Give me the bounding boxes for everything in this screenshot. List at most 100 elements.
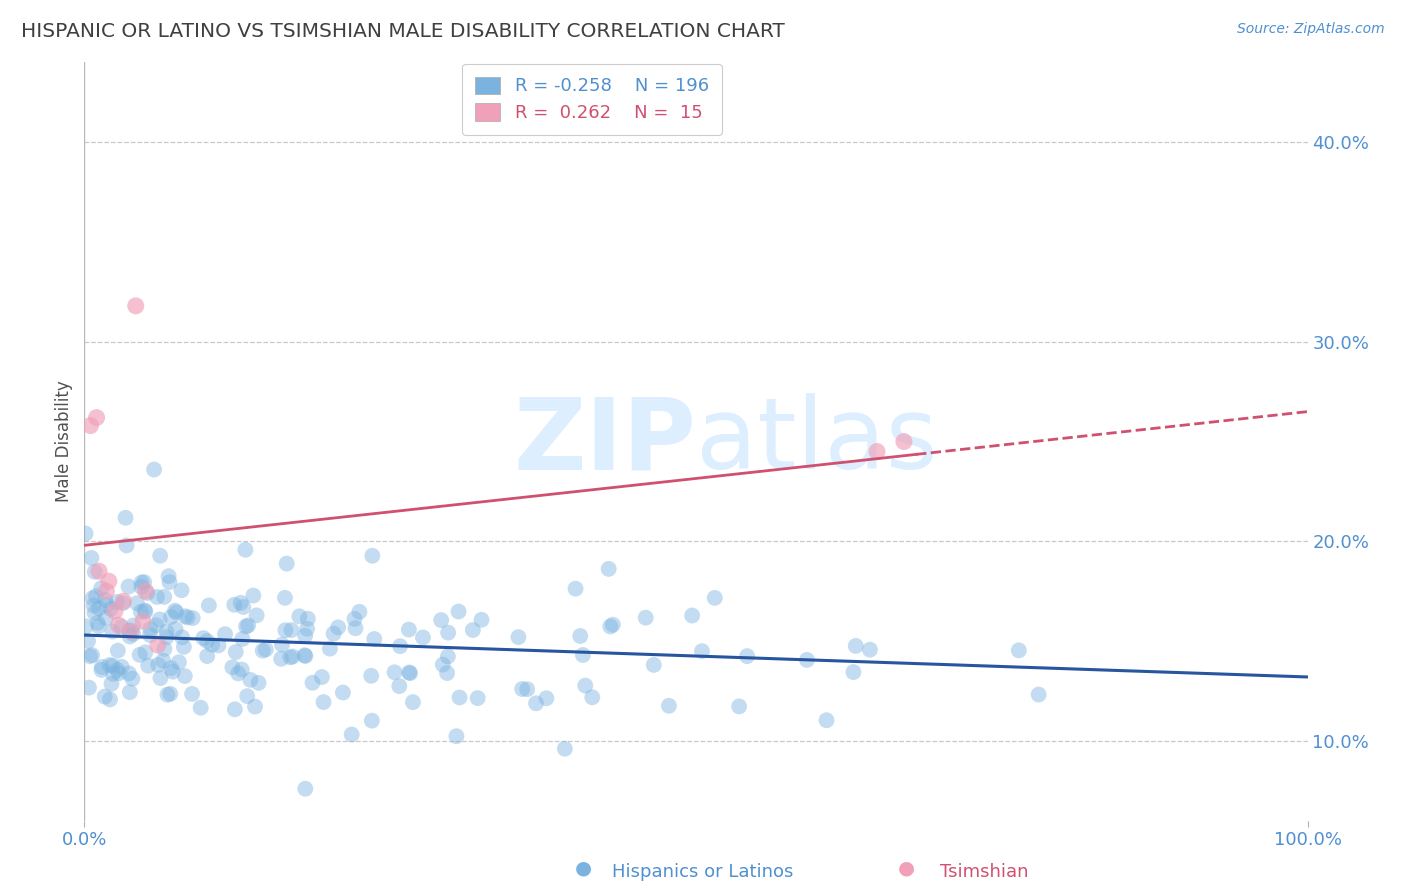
- Point: [301, 675, 323, 690]
- Point: [145, 618, 167, 632]
- Point: [599, 619, 621, 633]
- Point: [239, 673, 262, 687]
- Point: [174, 609, 197, 624]
- Point: [437, 649, 460, 664]
- Point: [344, 621, 367, 635]
- Point: [252, 643, 274, 657]
- Point: [207, 638, 229, 652]
- Point: [536, 691, 558, 706]
- Point: [125, 299, 148, 313]
- Point: [100, 602, 122, 616]
- Point: [254, 642, 277, 657]
- Point: [332, 685, 354, 699]
- Point: [134, 645, 156, 659]
- Point: [149, 612, 172, 626]
- Point: [117, 580, 139, 594]
- Point: [84, 589, 107, 603]
- Point: [160, 661, 183, 675]
- Point: [508, 630, 530, 644]
- Point: [221, 660, 243, 674]
- Point: [146, 590, 169, 604]
- Point: [214, 627, 236, 641]
- Point: [91, 660, 114, 674]
- Point: [343, 612, 366, 626]
- Point: [139, 628, 162, 642]
- Point: [108, 666, 131, 681]
- Point: [121, 672, 143, 686]
- Point: [402, 695, 425, 709]
- Point: [412, 631, 434, 645]
- Point: [201, 638, 224, 652]
- Point: [155, 624, 177, 639]
- Point: [516, 682, 538, 697]
- Point: [89, 601, 111, 615]
- Point: [94, 593, 117, 607]
- Point: [467, 691, 489, 706]
- Point: [190, 700, 212, 714]
- Point: [349, 605, 371, 619]
- Point: [87, 619, 110, 633]
- Point: [312, 695, 335, 709]
- Point: [148, 657, 170, 672]
- Point: [80, 551, 103, 566]
- Point: [77, 681, 100, 695]
- Point: [602, 617, 624, 632]
- Point: [114, 510, 136, 524]
- Point: [181, 611, 204, 625]
- Point: [859, 642, 882, 657]
- Point: [87, 564, 110, 578]
- Point: [278, 650, 301, 665]
- Point: [112, 594, 135, 608]
- Point: [735, 649, 758, 664]
- Point: [510, 681, 533, 696]
- Point: [159, 687, 181, 701]
- Point: [77, 634, 100, 648]
- Point: [294, 648, 316, 663]
- Point: [236, 618, 259, 632]
- Point: [111, 620, 134, 634]
- Point: [162, 665, 184, 679]
- Point: [159, 575, 181, 590]
- Point: [242, 589, 264, 603]
- Point: [384, 665, 406, 680]
- Point: [152, 654, 174, 668]
- Point: [82, 591, 104, 606]
- Point: [231, 632, 253, 646]
- Point: [643, 657, 665, 672]
- Point: [446, 729, 468, 743]
- Point: [131, 580, 153, 594]
- Text: HISPANIC OR LATINO VS TSIMSHIAN MALE DISABILITY CORRELATION CHART: HISPANIC OR LATINO VS TSIMSHIAN MALE DIS…: [21, 22, 785, 41]
- Point: [105, 595, 128, 609]
- Point: [79, 649, 101, 664]
- Point: [146, 638, 169, 652]
- Point: [270, 652, 292, 666]
- Point: [83, 565, 105, 579]
- Point: [280, 623, 302, 637]
- Point: [173, 669, 195, 683]
- Point: [111, 660, 134, 674]
- Point: [94, 690, 117, 704]
- Point: [170, 583, 193, 598]
- Point: [101, 658, 124, 673]
- Point: [107, 618, 129, 632]
- Point: [155, 630, 177, 644]
- Point: [399, 666, 422, 681]
- Point: [112, 596, 135, 610]
- Point: [524, 696, 547, 710]
- Point: [98, 692, 121, 706]
- Point: [294, 781, 316, 796]
- Point: [235, 542, 257, 557]
- Point: [243, 699, 266, 714]
- Point: [866, 444, 889, 458]
- Point: [432, 657, 454, 672]
- Point: [86, 615, 108, 630]
- Point: [703, 591, 725, 605]
- Point: [1008, 643, 1031, 657]
- Point: [165, 606, 187, 620]
- Point: [574, 679, 596, 693]
- Point: [437, 625, 460, 640]
- Point: [80, 648, 103, 662]
- Point: [165, 622, 187, 636]
- Legend: R = -0.258    N = 196, R =  0.262    N =  15: R = -0.258 N = 196, R = 0.262 N = 15: [463, 64, 721, 135]
- Point: [97, 574, 120, 589]
